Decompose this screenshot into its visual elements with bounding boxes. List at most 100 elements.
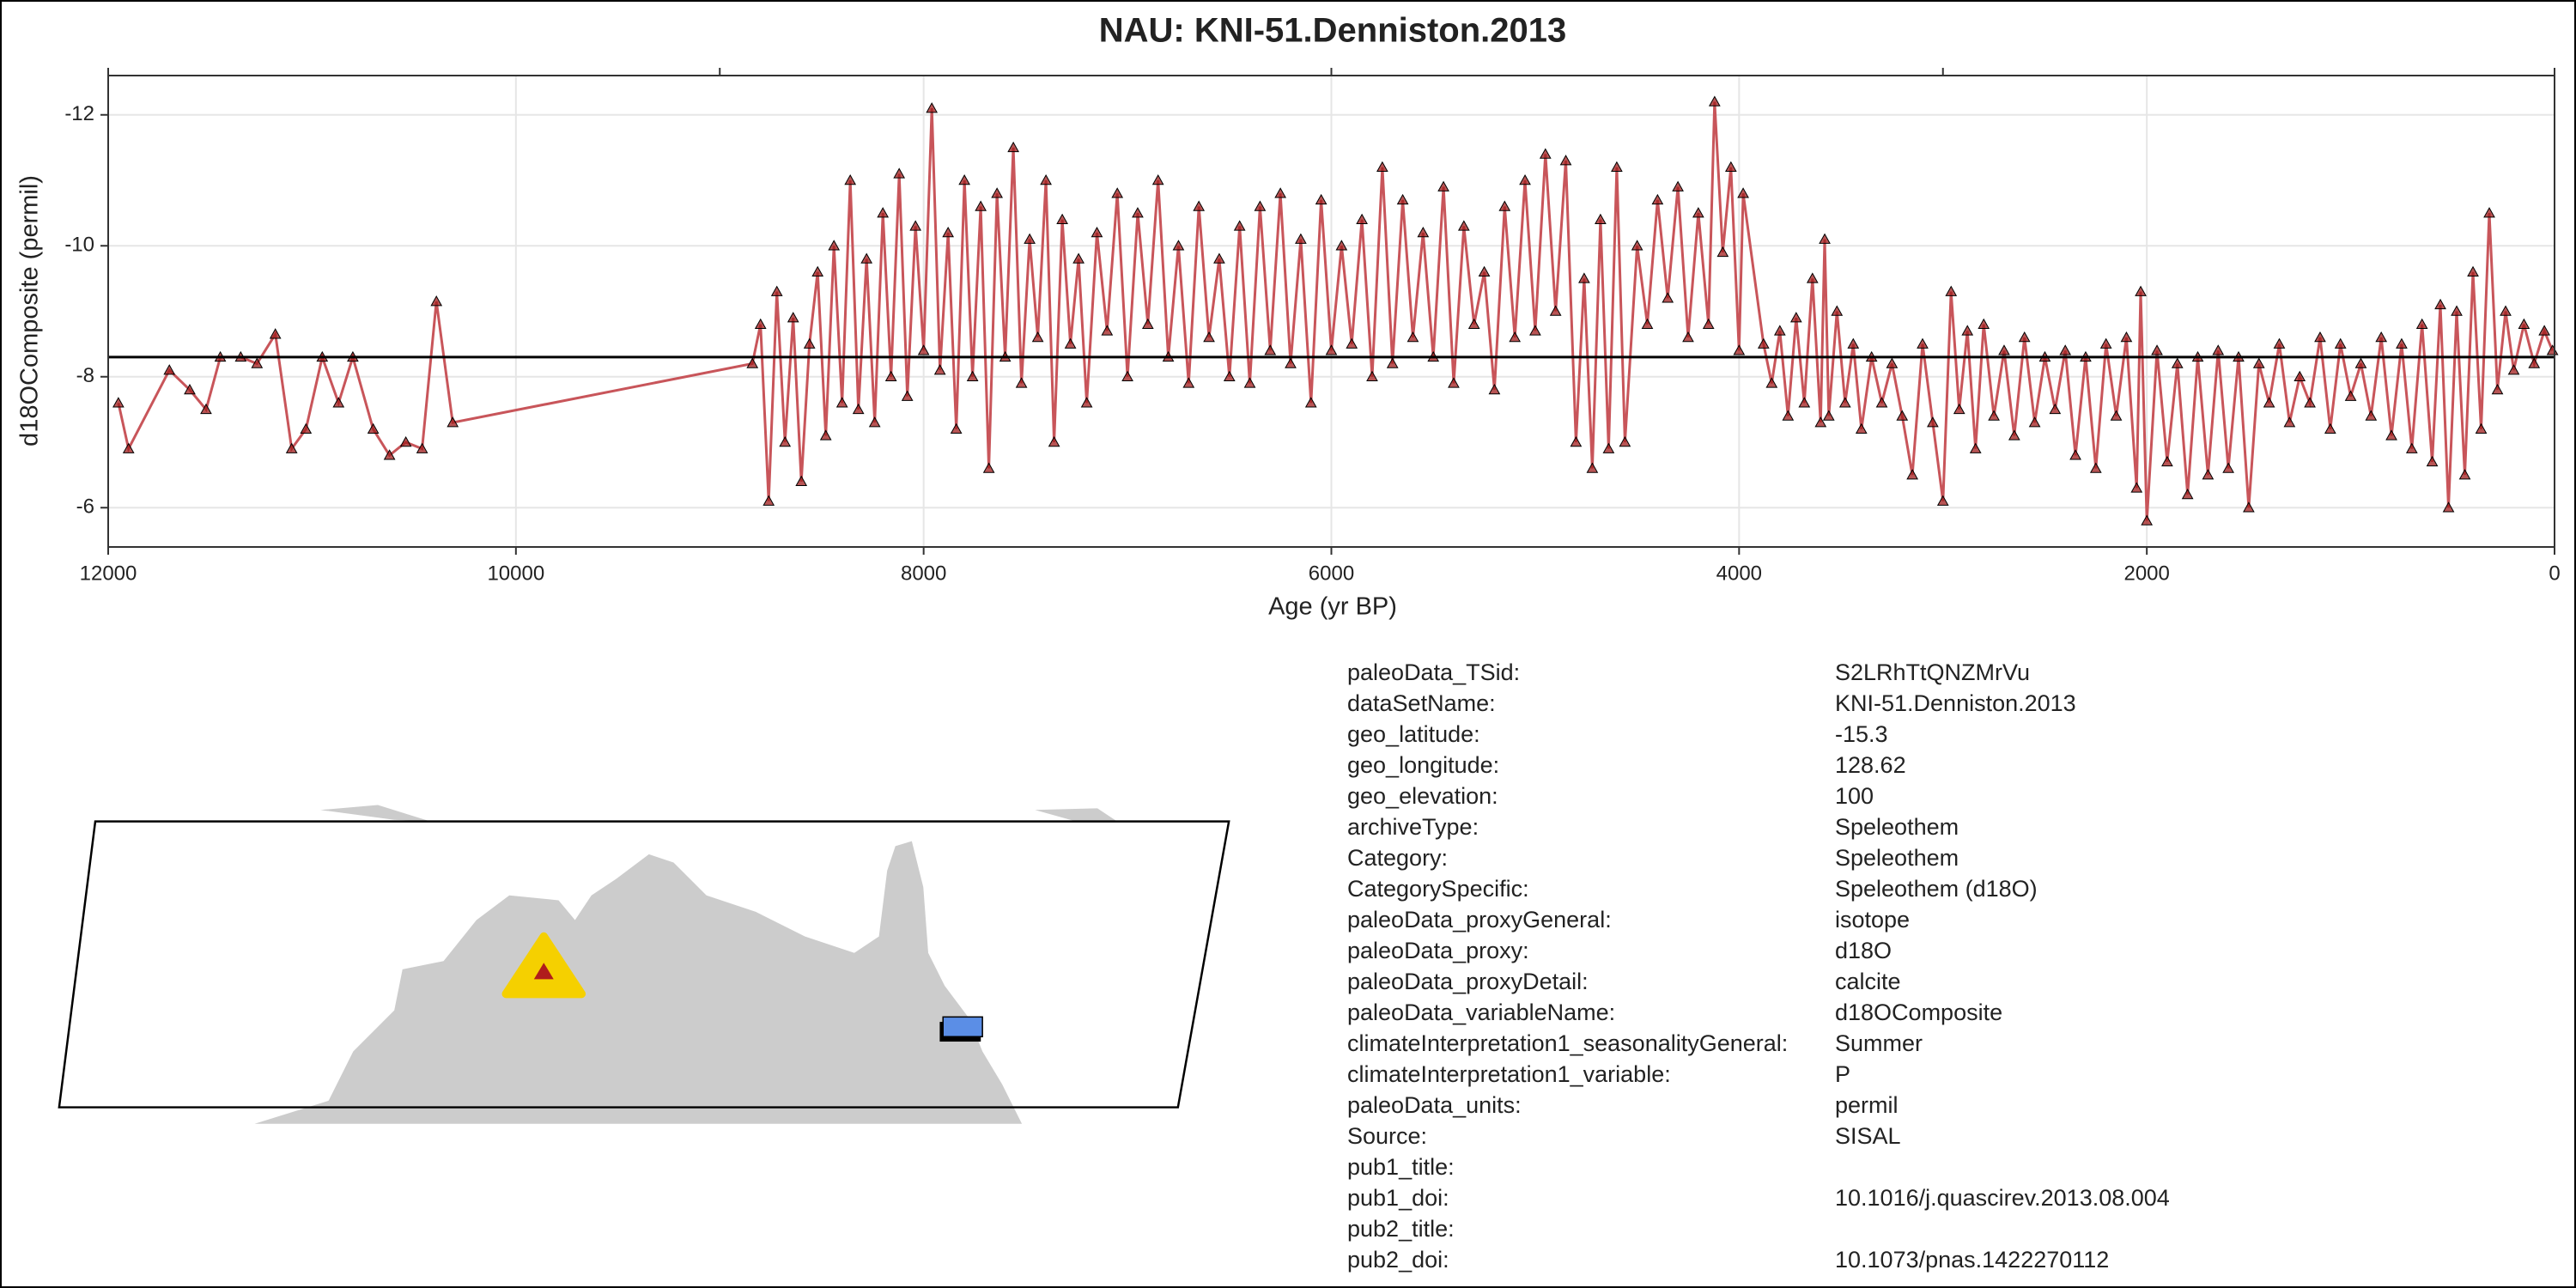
- data-point: [2500, 305, 2512, 316]
- data-point: [1417, 226, 1430, 238]
- data-point: [1024, 233, 1036, 244]
- data-point: [917, 344, 930, 355]
- data-point: [1716, 246, 1729, 258]
- data-point: [803, 337, 816, 349]
- data-point: [1048, 435, 1060, 447]
- data-point: [367, 422, 380, 434]
- x-axis-label: Age (yr BP): [1268, 593, 1397, 621]
- data-point: [770, 285, 783, 296]
- data-point: [2120, 331, 2133, 343]
- metadata-key: dataSetName:: [1347, 690, 1496, 716]
- data-point: [1978, 318, 1990, 330]
- data-point: [1961, 325, 1974, 336]
- data-point: [884, 370, 897, 382]
- data-point: [1702, 318, 1715, 330]
- data-point: [122, 442, 135, 453]
- data-point: [2028, 416, 2041, 428]
- data-point: [1586, 462, 1599, 473]
- data-point: [950, 422, 963, 434]
- data-point: [975, 200, 987, 211]
- data-point: [852, 403, 865, 415]
- data-point: [1682, 331, 1694, 343]
- data-point: [251, 357, 264, 368]
- data-point: [1595, 213, 1607, 225]
- data-point: [1708, 95, 1721, 106]
- data-point: [1559, 155, 1572, 166]
- data-point: [2442, 501, 2455, 513]
- metadata-key: pub1_doi:: [1347, 1185, 1449, 1211]
- metadata-value: 10.1016/j.quascirev.2013.08.004: [1835, 1185, 2170, 1211]
- data-point: [399, 435, 412, 447]
- data-point: [1040, 173, 1052, 185]
- data-point: [1031, 331, 1044, 343]
- data-point: [1886, 357, 1899, 368]
- data-point: [1356, 213, 1368, 225]
- data-point: [958, 173, 970, 185]
- data-point: [2089, 462, 2102, 473]
- data-point: [269, 328, 282, 339]
- data-point: [1080, 397, 1093, 408]
- data-point: [1838, 397, 1851, 408]
- data-point: [163, 364, 176, 375]
- data-point: [1172, 240, 1185, 251]
- data-point: [1998, 344, 2010, 355]
- y-tick-label: -12: [64, 102, 94, 125]
- data-point: [1875, 397, 1888, 408]
- data-point: [835, 397, 848, 408]
- x-tick-label: 12000: [80, 562, 137, 585]
- metadata-value: KNI-51.Denniston.2013: [1835, 690, 2076, 716]
- metadata-value: Speleothem: [1835, 845, 1959, 871]
- data-point: [1274, 187, 1286, 198]
- data-point: [1457, 220, 1470, 231]
- data-point: [1570, 435, 1583, 447]
- data-point: [184, 383, 196, 395]
- data-point: [2161, 455, 2173, 467]
- metadata-value: S2LRhTtQNZMrVu: [1835, 659, 2030, 685]
- data-point: [1346, 337, 1358, 349]
- data-point: [2018, 331, 2031, 343]
- x-tick-label: 4000: [1716, 562, 1762, 585]
- data-point: [2059, 344, 2072, 355]
- data-point: [1056, 213, 1068, 225]
- data-point: [1223, 370, 1236, 382]
- data-point: [1141, 318, 1154, 330]
- data-point: [868, 416, 881, 428]
- data-point: [1151, 173, 1164, 185]
- metadata-value: d18O: [1835, 938, 1892, 963]
- data-point: [2202, 469, 2215, 480]
- site-marker-inner: [533, 963, 554, 980]
- data-point: [2375, 331, 2388, 343]
- chart-title: NAU: KNI-51.Denniston.2013: [1099, 12, 1567, 50]
- data-point: [1295, 233, 1307, 244]
- metadata-value: SISAL: [1835, 1123, 1901, 1149]
- data-point: [2314, 331, 2326, 343]
- data-point: [2483, 207, 2495, 218]
- x-tick-label: 6000: [1309, 562, 1354, 585]
- data-point: [1072, 252, 1084, 264]
- data-point: [1264, 344, 1277, 355]
- data-point: [982, 462, 995, 473]
- data-point: [1662, 292, 1674, 303]
- data-point: [762, 495, 775, 506]
- data-point: [2273, 337, 2286, 349]
- metadata-value: calcite: [1835, 969, 1901, 994]
- metadata-value: P: [1835, 1061, 1850, 1087]
- data-point: [1325, 344, 1338, 355]
- data-point: [2151, 344, 2163, 355]
- data-point: [811, 265, 824, 277]
- data-point: [1765, 377, 1778, 388]
- data-point: [2293, 370, 2306, 382]
- land: [254, 841, 1023, 1124]
- metadata-key: pub1_title:: [1347, 1154, 1455, 1180]
- data-point: [1193, 200, 1206, 211]
- y-tick-label: -10: [64, 234, 94, 257]
- data-point: [1757, 337, 1770, 349]
- metadata-value: permil: [1835, 1092, 1899, 1118]
- data-point: [1007, 141, 1019, 153]
- data-point: [942, 226, 955, 238]
- data-point: [1953, 403, 1965, 415]
- data-point: [1132, 207, 1144, 218]
- data-point: [1315, 193, 1327, 205]
